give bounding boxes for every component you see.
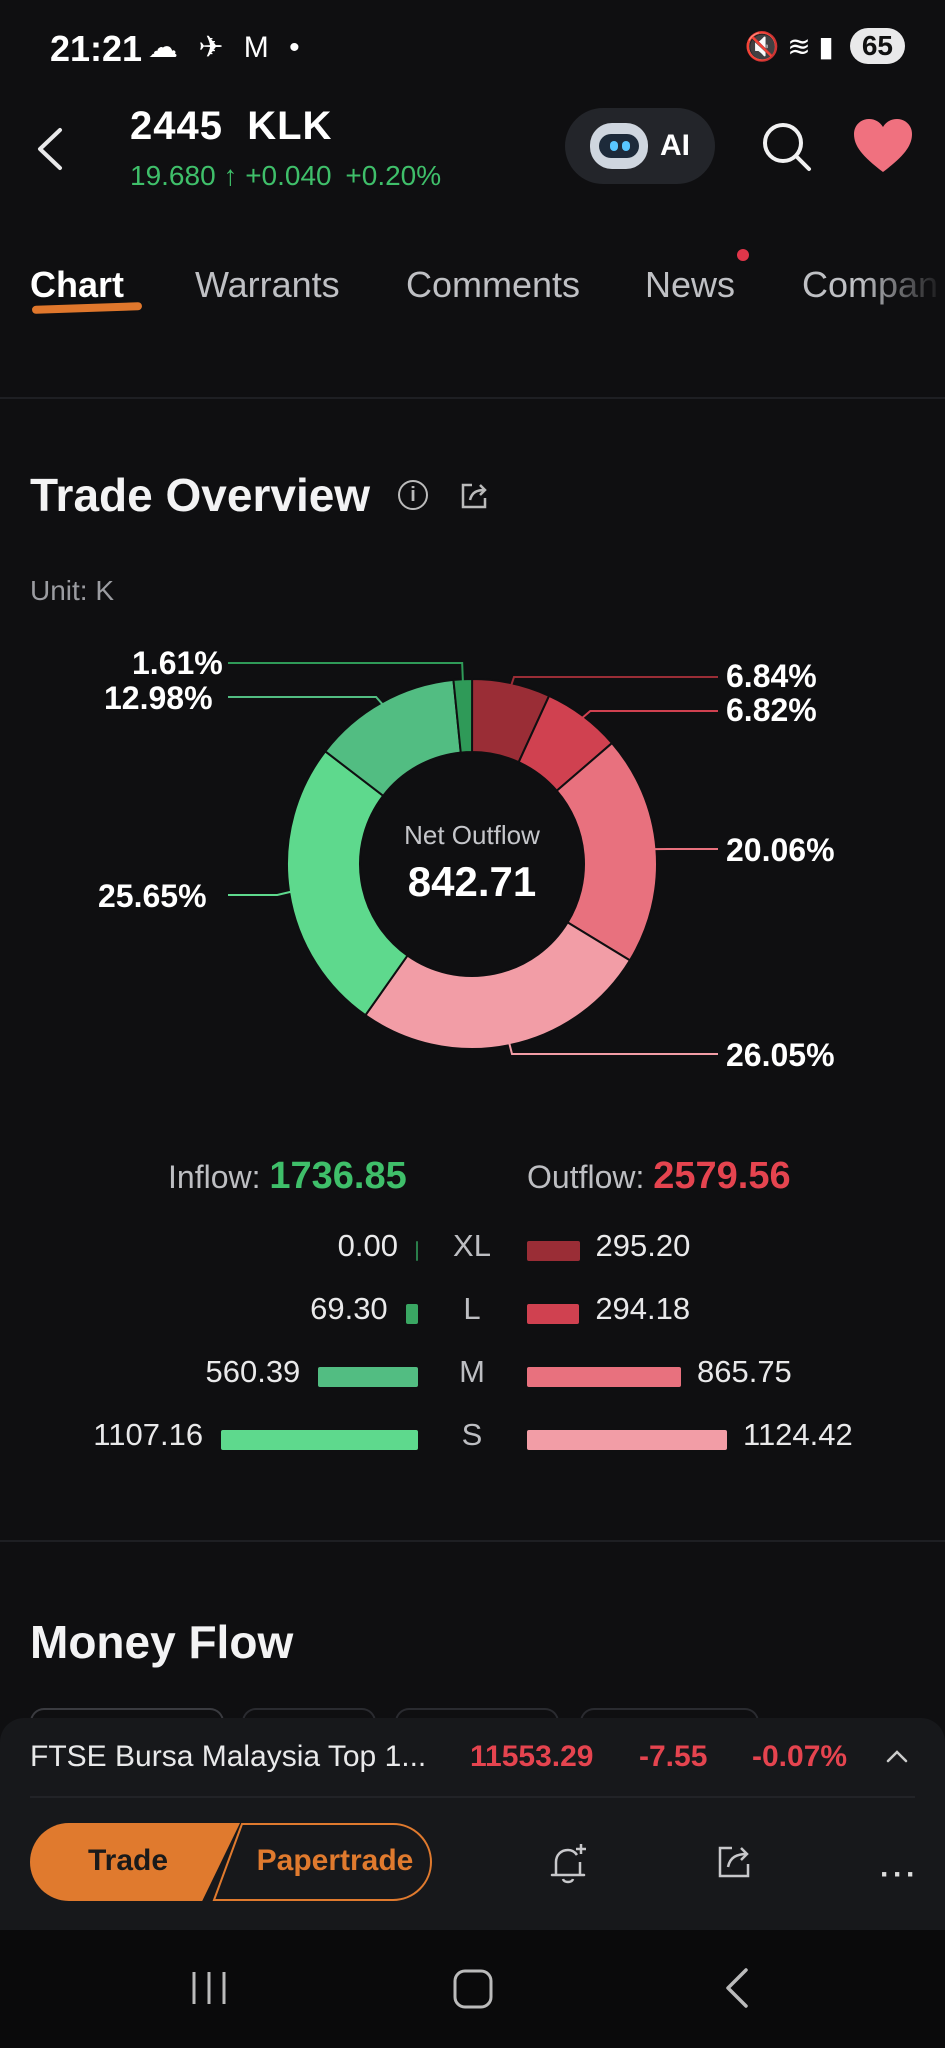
stock-price: 19.680 — [130, 160, 216, 191]
inflow-bar — [221, 1430, 418, 1450]
outflow-value: 1124.42 — [743, 1417, 853, 1452]
slice-label-inflow-m: 12.98% — [104, 680, 213, 716]
leader-line — [580, 710, 718, 721]
leader-line — [228, 662, 464, 684]
mute-wifi-signal-icons: 🔇 ≋ ▮ — [744, 30, 834, 62]
recent-apps-icon[interactable] — [188, 1968, 230, 2008]
news-badge-dot — [737, 249, 749, 261]
info-icon[interactable]: i — [398, 480, 428, 510]
slice-label-inflow-s: 25.65% — [98, 878, 207, 914]
leader-line — [509, 676, 718, 688]
outflow-total: Outflow: 2579.56 — [527, 1155, 791, 1198]
donut-slice — [286, 749, 409, 1017]
inflow-value: 1736.85 — [269, 1155, 407, 1197]
donut-slice — [364, 920, 632, 1050]
share-icon[interactable] — [458, 480, 490, 512]
system-navigation-bar — [0, 1930, 945, 2048]
outflow-bar — [527, 1430, 727, 1450]
outflow-bar — [527, 1241, 580, 1261]
trade-button-label[interactable]: Trade — [87, 1844, 169, 1877]
status-time: 21:21 — [50, 28, 143, 69]
outflow-value: 2579.56 — [653, 1155, 791, 1197]
index-change: -7.55 — [639, 1740, 708, 1773]
ai-label: AI — [660, 129, 690, 162]
inflow-value: 560.39 — [205, 1354, 301, 1389]
index-change-pct: -0.07% — [752, 1740, 848, 1773]
slice-label-outflow-m: 20.06% — [726, 832, 835, 868]
battery-indicator: 65 — [849, 28, 905, 64]
more-options-icon[interactable]: ··· — [880, 1858, 919, 1891]
outflow-value: 294.18 — [595, 1291, 691, 1326]
outflow-value: 295.20 — [595, 1228, 691, 1263]
stock-title: 2445 KLK — [130, 104, 333, 148]
ai-assistant-button[interactable]: AI — [565, 108, 715, 184]
leader-line — [228, 890, 294, 896]
order-size-label: S — [461, 1417, 483, 1452]
tab-warrants[interactable]: Warrants — [195, 264, 340, 305]
home-icon[interactable] — [452, 1968, 494, 2010]
inflow-bar — [318, 1367, 418, 1387]
order-size-label: L — [463, 1291, 481, 1326]
favorite-heart-icon[interactable] — [852, 118, 914, 174]
inflow-value: 69.30 — [310, 1291, 388, 1326]
share-icon[interactable] — [714, 1842, 754, 1882]
net-outflow-caption: Net Outflow — [404, 820, 540, 850]
notification-icons: ☁ ✈ M • — [148, 31, 306, 64]
robot-icon — [590, 123, 648, 169]
chevron-up-icon[interactable] — [885, 1744, 909, 1768]
tab-company[interactable]: Compan — [802, 264, 939, 305]
trade-button[interactable] — [30, 1823, 240, 1901]
index-name: FTSE Bursa Malaysia Top 1... — [30, 1740, 427, 1773]
order-size-label: XL — [453, 1228, 491, 1263]
price-change-pct: +0.20% — [345, 160, 442, 191]
papertrade-button[interactable] — [212, 1823, 432, 1901]
inflow-label: Inflow: — [168, 1159, 270, 1195]
tab-news[interactable]: News — [645, 264, 736, 305]
inflow-value: 0.00 — [337, 1228, 398, 1263]
leader-line — [507, 1040, 718, 1055]
outflow-bar — [527, 1304, 580, 1324]
outflow-bar — [527, 1367, 681, 1387]
unit-label: Unit: K — [30, 575, 115, 606]
donut-slice — [452, 677, 474, 754]
search-icon[interactable] — [758, 118, 814, 174]
tab-comments[interactable]: Comments — [406, 264, 581, 305]
papertrade-button-label[interactable]: Papertrade — [256, 1844, 414, 1877]
outflow-value: 865.75 — [696, 1354, 792, 1389]
money-flow-title: Money Flow — [30, 1616, 294, 1668]
slice-label-outflow-s: 26.05% — [726, 1037, 835, 1073]
index-ticker-bar[interactable] — [0, 1718, 945, 1800]
slice-label-outflow-l: 6.82% — [726, 692, 817, 728]
stock-price-line: 19.680 ↑ +0.040 +0.20% — [130, 160, 441, 192]
divider — [30, 1796, 915, 1798]
divider — [0, 397, 945, 399]
index-value: 11553.29 — [470, 1740, 594, 1773]
price-change: +0.040 — [245, 160, 332, 191]
inflow-bar — [416, 1241, 418, 1261]
back-arrow-icon[interactable] — [28, 124, 78, 174]
tab-chart[interactable]: Chart — [30, 264, 125, 305]
up-arrow-icon: ↑ — [223, 160, 238, 191]
alert-bell-add-icon[interactable] — [548, 1842, 588, 1886]
inflow-bar — [405, 1304, 418, 1324]
inflow-total: Inflow: 1736.85 — [168, 1155, 407, 1198]
trade-overview-title: Trade Overview — [30, 469, 371, 521]
system-icons: 🔇 ≋ ▮ 65 — [745, 28, 905, 64]
order-size-label: M — [459, 1354, 485, 1389]
divider — [0, 1540, 945, 1542]
back-nav-icon[interactable] — [722, 1966, 752, 2010]
net-outflow-value: 842.71 — [407, 858, 537, 905]
trade-overview-donut-chart — [228, 662, 718, 1055]
slice-label-outflow-xl: 6.84% — [726, 658, 817, 694]
leader-line — [228, 696, 385, 707]
outflow-label: Outflow: — [527, 1159, 654, 1195]
slice-label-inflow-l: 1.61% — [132, 645, 223, 681]
inflow-value: 1107.16 — [93, 1417, 204, 1452]
